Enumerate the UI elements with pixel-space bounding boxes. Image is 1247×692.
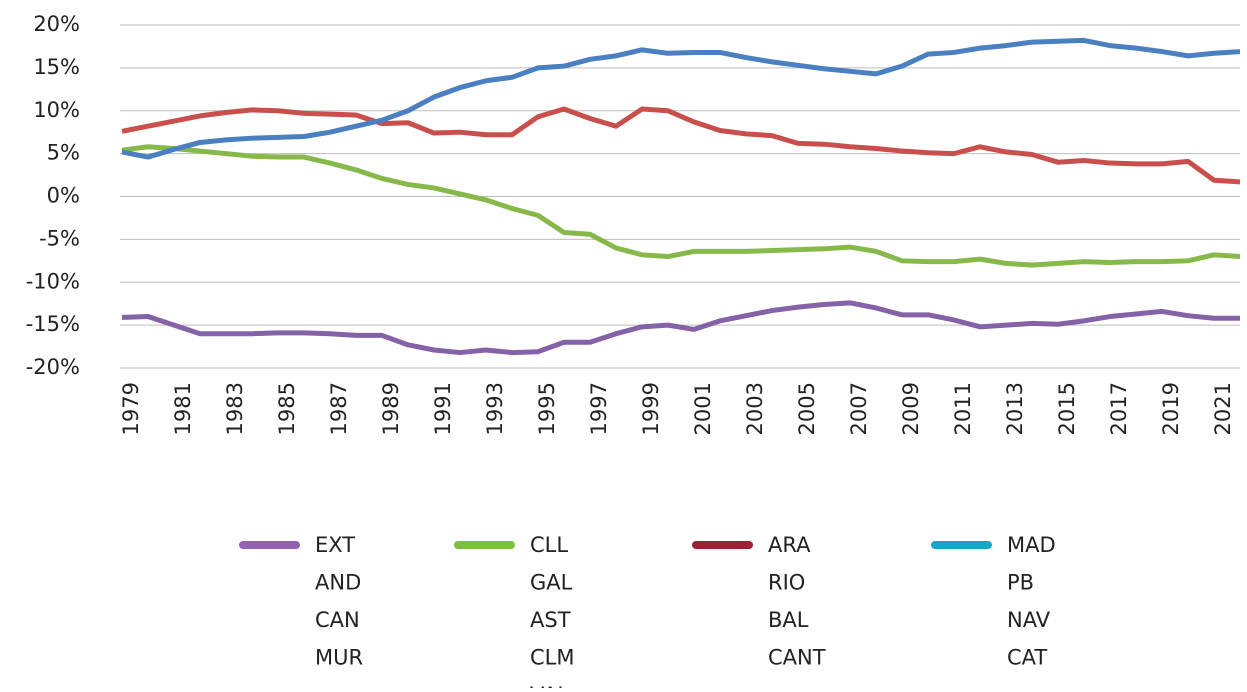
legend-label: PB	[1007, 571, 1034, 595]
x-tick-label: 1981	[171, 382, 195, 435]
legend-label: CLM	[530, 646, 574, 670]
x-tick-label: 2001	[691, 382, 715, 435]
y-tick-label: 15%	[33, 55, 80, 79]
y-tick-label: -10%	[26, 269, 80, 293]
legend-label: AST	[530, 608, 571, 632]
x-tick-label: 2009	[899, 382, 923, 435]
y-tick-label: 10%	[33, 98, 80, 122]
legend-label: ARA	[768, 533, 811, 557]
x-tick-label: 1983	[223, 382, 247, 435]
y-tick-label: 5%	[47, 141, 80, 165]
legend-label: GAL	[530, 571, 573, 595]
x-tick-label: 2015	[1055, 382, 1079, 435]
legend-label: CAT	[1007, 646, 1047, 670]
x-tick-label: 1993	[483, 382, 507, 435]
x-tick-label: 1995	[535, 382, 559, 435]
x-tick-label: 1979	[119, 382, 143, 435]
y-tick-label: 20%	[33, 12, 80, 36]
legend-label: MUR	[315, 646, 363, 670]
legend-label: CANT	[768, 646, 826, 670]
x-tick-label: 2011	[951, 382, 975, 435]
x-tick-label: 2005	[795, 382, 819, 435]
y-tick-label: 0%	[47, 184, 80, 208]
x-tick-label: 1987	[327, 382, 351, 435]
y-tick-label: -15%	[26, 312, 80, 336]
series-line	[121, 300, 1240, 356]
legend-label: CLL	[530, 533, 568, 557]
y-tick-label: -5%	[39, 226, 80, 250]
series-line	[121, 106, 1241, 185]
series-line	[121, 37, 1241, 160]
x-tick-label: 2003	[743, 382, 767, 435]
x-tick-label: 1997	[587, 382, 611, 435]
legend-label: VAL	[530, 683, 569, 688]
x-tick-label: 1999	[639, 382, 663, 435]
legend-label: MAD	[1007, 533, 1056, 557]
x-tick-label: 1989	[379, 382, 403, 435]
legend-label: BAL	[768, 608, 809, 632]
x-tick-label: 2021	[1211, 382, 1235, 435]
series-line	[121, 144, 1241, 268]
x-tick-label: 2017	[1107, 382, 1131, 435]
legend-label: AND	[315, 571, 361, 595]
x-tick-label: 1991	[431, 382, 455, 435]
legend-label: RIO	[768, 571, 805, 595]
x-tick-label: 1985	[275, 382, 299, 435]
x-tick-label: 2019	[1159, 382, 1183, 435]
x-tick-label: 2007	[847, 382, 871, 435]
legend-label: CAN	[315, 608, 360, 632]
legend-label: EXT	[315, 533, 355, 557]
legend-label: NAV	[1007, 608, 1051, 632]
y-tick-label: -20%	[26, 355, 80, 379]
x-tick-label: 2013	[1003, 382, 1027, 435]
